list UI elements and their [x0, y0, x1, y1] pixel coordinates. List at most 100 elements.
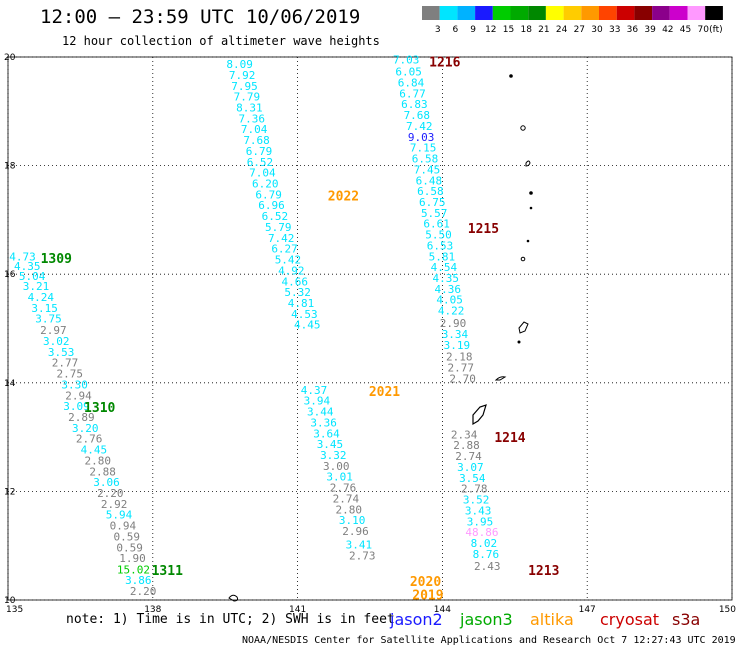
wave-height-label: 3.95 [467, 515, 494, 528]
wave-height-label: 6.52 [247, 156, 274, 169]
wave-height-label: 7.36 [238, 112, 265, 125]
wave-height-label: 2.73 [349, 549, 376, 562]
track-time-label: 2020 [410, 575, 441, 590]
footer-note: note: 1) Time is in UTC; 2) SWH is in fe… [66, 612, 395, 627]
wave-height-label: 7.79 [234, 91, 261, 104]
colorbar-label: 70 [697, 25, 709, 35]
colorbar-label: 3 [435, 25, 441, 35]
page-subtitle: 12 hour collection of altimeter wave hei… [62, 34, 380, 48]
wave-height-label: 8.02 [471, 537, 498, 550]
wave-height-label: 6.79 [246, 145, 273, 158]
colorbar-swatch [545, 6, 564, 20]
wave-height-label: 3.52 [463, 494, 490, 507]
colorbar-label: 21 [538, 25, 549, 35]
wave-height-label: 3.30 [61, 378, 88, 391]
wave-height-label: 6.83 [401, 98, 428, 111]
island-marker [228, 594, 239, 602]
wave-height-label: 4.53 [291, 308, 318, 321]
wave-height-label: 2.80 [336, 503, 363, 516]
lat-tick-label: 18 [4, 162, 16, 172]
wave-height-label: 6.58 [412, 153, 439, 166]
wave-height-label: 6.75 [419, 196, 446, 209]
colorbar-label: 18 [520, 25, 532, 35]
track-time-label: 2019 [412, 589, 443, 604]
wave-height-label: 4.81 [288, 297, 315, 310]
colorbar-label: 45 [680, 25, 691, 35]
wave-height-label: 6.53 [427, 239, 454, 252]
track-time-label: 1214 [494, 431, 525, 446]
colorbar-label: 36 [627, 25, 639, 35]
wave-height-label: 4.45 [81, 444, 108, 457]
wave-height-label: 6.20 [252, 178, 279, 191]
colorbar: 3 6 9 12 15 18 21 24 27 30 33 36 39 42 45 70 (ft) [422, 6, 723, 35]
wave-height-label: 7.68 [243, 134, 270, 147]
colorbar-swatch [599, 6, 617, 20]
wave-height-label: 15.02 [117, 564, 150, 577]
island-marker [526, 239, 530, 243]
wave-height-label: 5.32 [284, 286, 311, 299]
wave-height-label: 7.68 [404, 109, 431, 122]
wave-height-label: 2.96 [342, 525, 369, 538]
wave-height-label: 6.48 [416, 174, 443, 187]
colorbar-label: 30 [591, 25, 603, 35]
wave-height-label: 4.45 [294, 319, 321, 332]
wave-height-label: 2.77 [52, 357, 79, 370]
wave-height-label: 3.86 [125, 574, 152, 587]
island-marker [525, 160, 531, 167]
lon-tick-label: 150 [719, 605, 736, 615]
wave-height-label: 3.53 [48, 346, 75, 359]
wave-height-label: 6.84 [398, 77, 425, 90]
wave-height-label: 4.54 [431, 261, 458, 274]
wave-height-label: 6.52 [262, 210, 289, 223]
footer-credit: NOAA/NESDIS Center for Satellite Applica… [242, 635, 736, 646]
lon-tick-label: 144 [434, 605, 451, 615]
island-marker [517, 340, 521, 344]
axis-labels: 135 138 141 144 147 150 20 18 16 14 12 10 [4, 53, 736, 615]
wave-height-label: 4.73 [9, 250, 36, 263]
wave-height-label: 3.43 [465, 504, 492, 517]
wave-height-label: 7.42 [268, 232, 295, 245]
wave-height-label: 3.15 [31, 302, 58, 315]
map-grid [7, 56, 733, 601]
colorbar-swatch [510, 6, 529, 20]
wave-height-label: 4.66 [281, 275, 308, 288]
wave-height-label: 3.54 [459, 472, 486, 485]
wave-height-label: 3.36 [310, 416, 337, 429]
wave-height-label: 2.88 [453, 439, 480, 452]
wave-height-label: 4.37 [301, 384, 328, 397]
colorbar-label: 33 [609, 25, 620, 35]
wave-height-label: 2.20 [130, 585, 157, 598]
wave-height-label: 2.89 [68, 411, 95, 424]
wave-height-label: 3.06 [93, 476, 120, 489]
track-time-label: 2021 [369, 385, 400, 400]
track-time-label: 1213 [528, 564, 559, 579]
wave-height-label: 9.03 [408, 131, 435, 144]
wave-height-label: 7.92 [229, 69, 256, 82]
colorbar-swatch [457, 6, 476, 20]
wave-height-label: 7.04 [241, 123, 268, 136]
colorbar-swatch [581, 6, 599, 20]
colorbar-label: 12 [485, 25, 496, 35]
wave-height-label: 2.18 [446, 351, 473, 364]
wave-height-label: 3.64 [313, 427, 340, 440]
wave-height-label: 4.24 [28, 291, 55, 304]
lat-tick-label: 14 [4, 379, 16, 389]
wave-height-label: 4.36 [434, 283, 461, 296]
island-marker [518, 321, 529, 334]
wave-height-label: 6.79 [255, 188, 282, 201]
lon-tick-label: 138 [144, 605, 161, 615]
wave-height-label: 5.79 [265, 221, 292, 234]
lat-tick-label: 10 [4, 596, 16, 606]
lon-tick-label: 147 [579, 605, 596, 615]
wave-height-label: 5.04 [19, 270, 46, 283]
wave-height-label: 4.35 [433, 272, 460, 285]
colorbar-swatch [528, 6, 546, 20]
wave-height-label: 4.35 [14, 260, 41, 273]
map-border [7, 56, 733, 601]
satellite-legend-item: s3a [672, 610, 701, 629]
wave-height-label: 3.21 [23, 280, 50, 293]
island-marker [509, 74, 513, 78]
wave-height-label: 2.70 [449, 372, 476, 385]
wave-height-label: 2.90 [440, 317, 467, 330]
wave-height-label: 3.10 [339, 514, 366, 527]
